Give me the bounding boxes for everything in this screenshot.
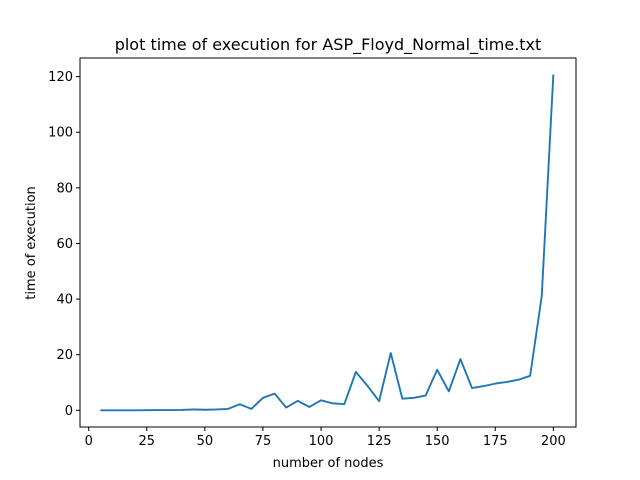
- data-point: [285, 406, 287, 408]
- data-point: [146, 409, 148, 411]
- chart-title: plot time of execution for ASP_Floyd_Nor…: [115, 35, 542, 55]
- y-tick-label: 0: [65, 404, 73, 419]
- data-point: [331, 402, 333, 404]
- data-point: [424, 394, 426, 396]
- data-point: [494, 382, 496, 384]
- x-tick-label: 175: [483, 434, 508, 449]
- data-point: [262, 397, 264, 399]
- data-point: [552, 73, 554, 75]
- x-tick-label: 200: [541, 434, 566, 449]
- data-point: [378, 400, 380, 402]
- y-tick-label: 100: [48, 126, 73, 141]
- data-point: [273, 392, 275, 394]
- y-tick-label: 40: [56, 293, 73, 308]
- data-point: [122, 409, 124, 411]
- data-point: [215, 408, 217, 410]
- x-tick-label: 125: [367, 434, 392, 449]
- data-point: [401, 397, 403, 399]
- data-point: [517, 379, 519, 381]
- y-tick-label: 120: [48, 70, 73, 85]
- x-tick-label: 150: [425, 434, 450, 449]
- data-point: [366, 385, 368, 387]
- data-point: [448, 390, 450, 392]
- data-point: [482, 385, 484, 387]
- data-point: [308, 406, 310, 408]
- x-tick-label: 25: [139, 434, 156, 449]
- y-tick-label: 20: [56, 348, 73, 363]
- x-axis-ticks: 0 25 50 75 100 125 150 175 200: [85, 427, 566, 449]
- x-tick-label: 50: [197, 434, 214, 449]
- data-point: [320, 399, 322, 401]
- data-point: [390, 352, 392, 354]
- x-axis-label: number of nodes: [273, 456, 384, 471]
- data-point: [529, 375, 531, 377]
- y-tick-label: 60: [56, 237, 73, 252]
- data-point: [157, 409, 159, 411]
- y-tick-label: 80: [56, 181, 73, 196]
- data-point: [506, 381, 508, 383]
- data-point: [111, 409, 113, 411]
- data-point: [541, 295, 543, 297]
- data-point: [459, 358, 461, 360]
- data-point: [471, 387, 473, 389]
- x-tick-label: 75: [255, 434, 272, 449]
- y-axis-label: time of execution: [24, 186, 39, 300]
- x-tick-label: 100: [309, 434, 334, 449]
- data-point: [134, 409, 136, 411]
- data-point: [413, 397, 415, 399]
- y-axis-ticks: 0 20 40 60 80 100 120: [48, 70, 80, 419]
- data-point: [436, 369, 438, 371]
- data-point: [99, 409, 101, 411]
- data-point: [169, 409, 171, 411]
- data-point: [343, 403, 345, 405]
- series-line: [100, 74, 555, 412]
- plot-area-frame: [79, 57, 577, 428]
- data-point: [250, 408, 252, 410]
- series-layer: [99, 73, 555, 412]
- data-point: [192, 408, 194, 410]
- data-point: [227, 408, 229, 410]
- data-point: [297, 400, 299, 402]
- data-point: [355, 371, 357, 373]
- data-point: [204, 409, 206, 411]
- data-point: [180, 409, 182, 411]
- data-point: [239, 403, 241, 405]
- x-tick-label: 0: [85, 434, 93, 449]
